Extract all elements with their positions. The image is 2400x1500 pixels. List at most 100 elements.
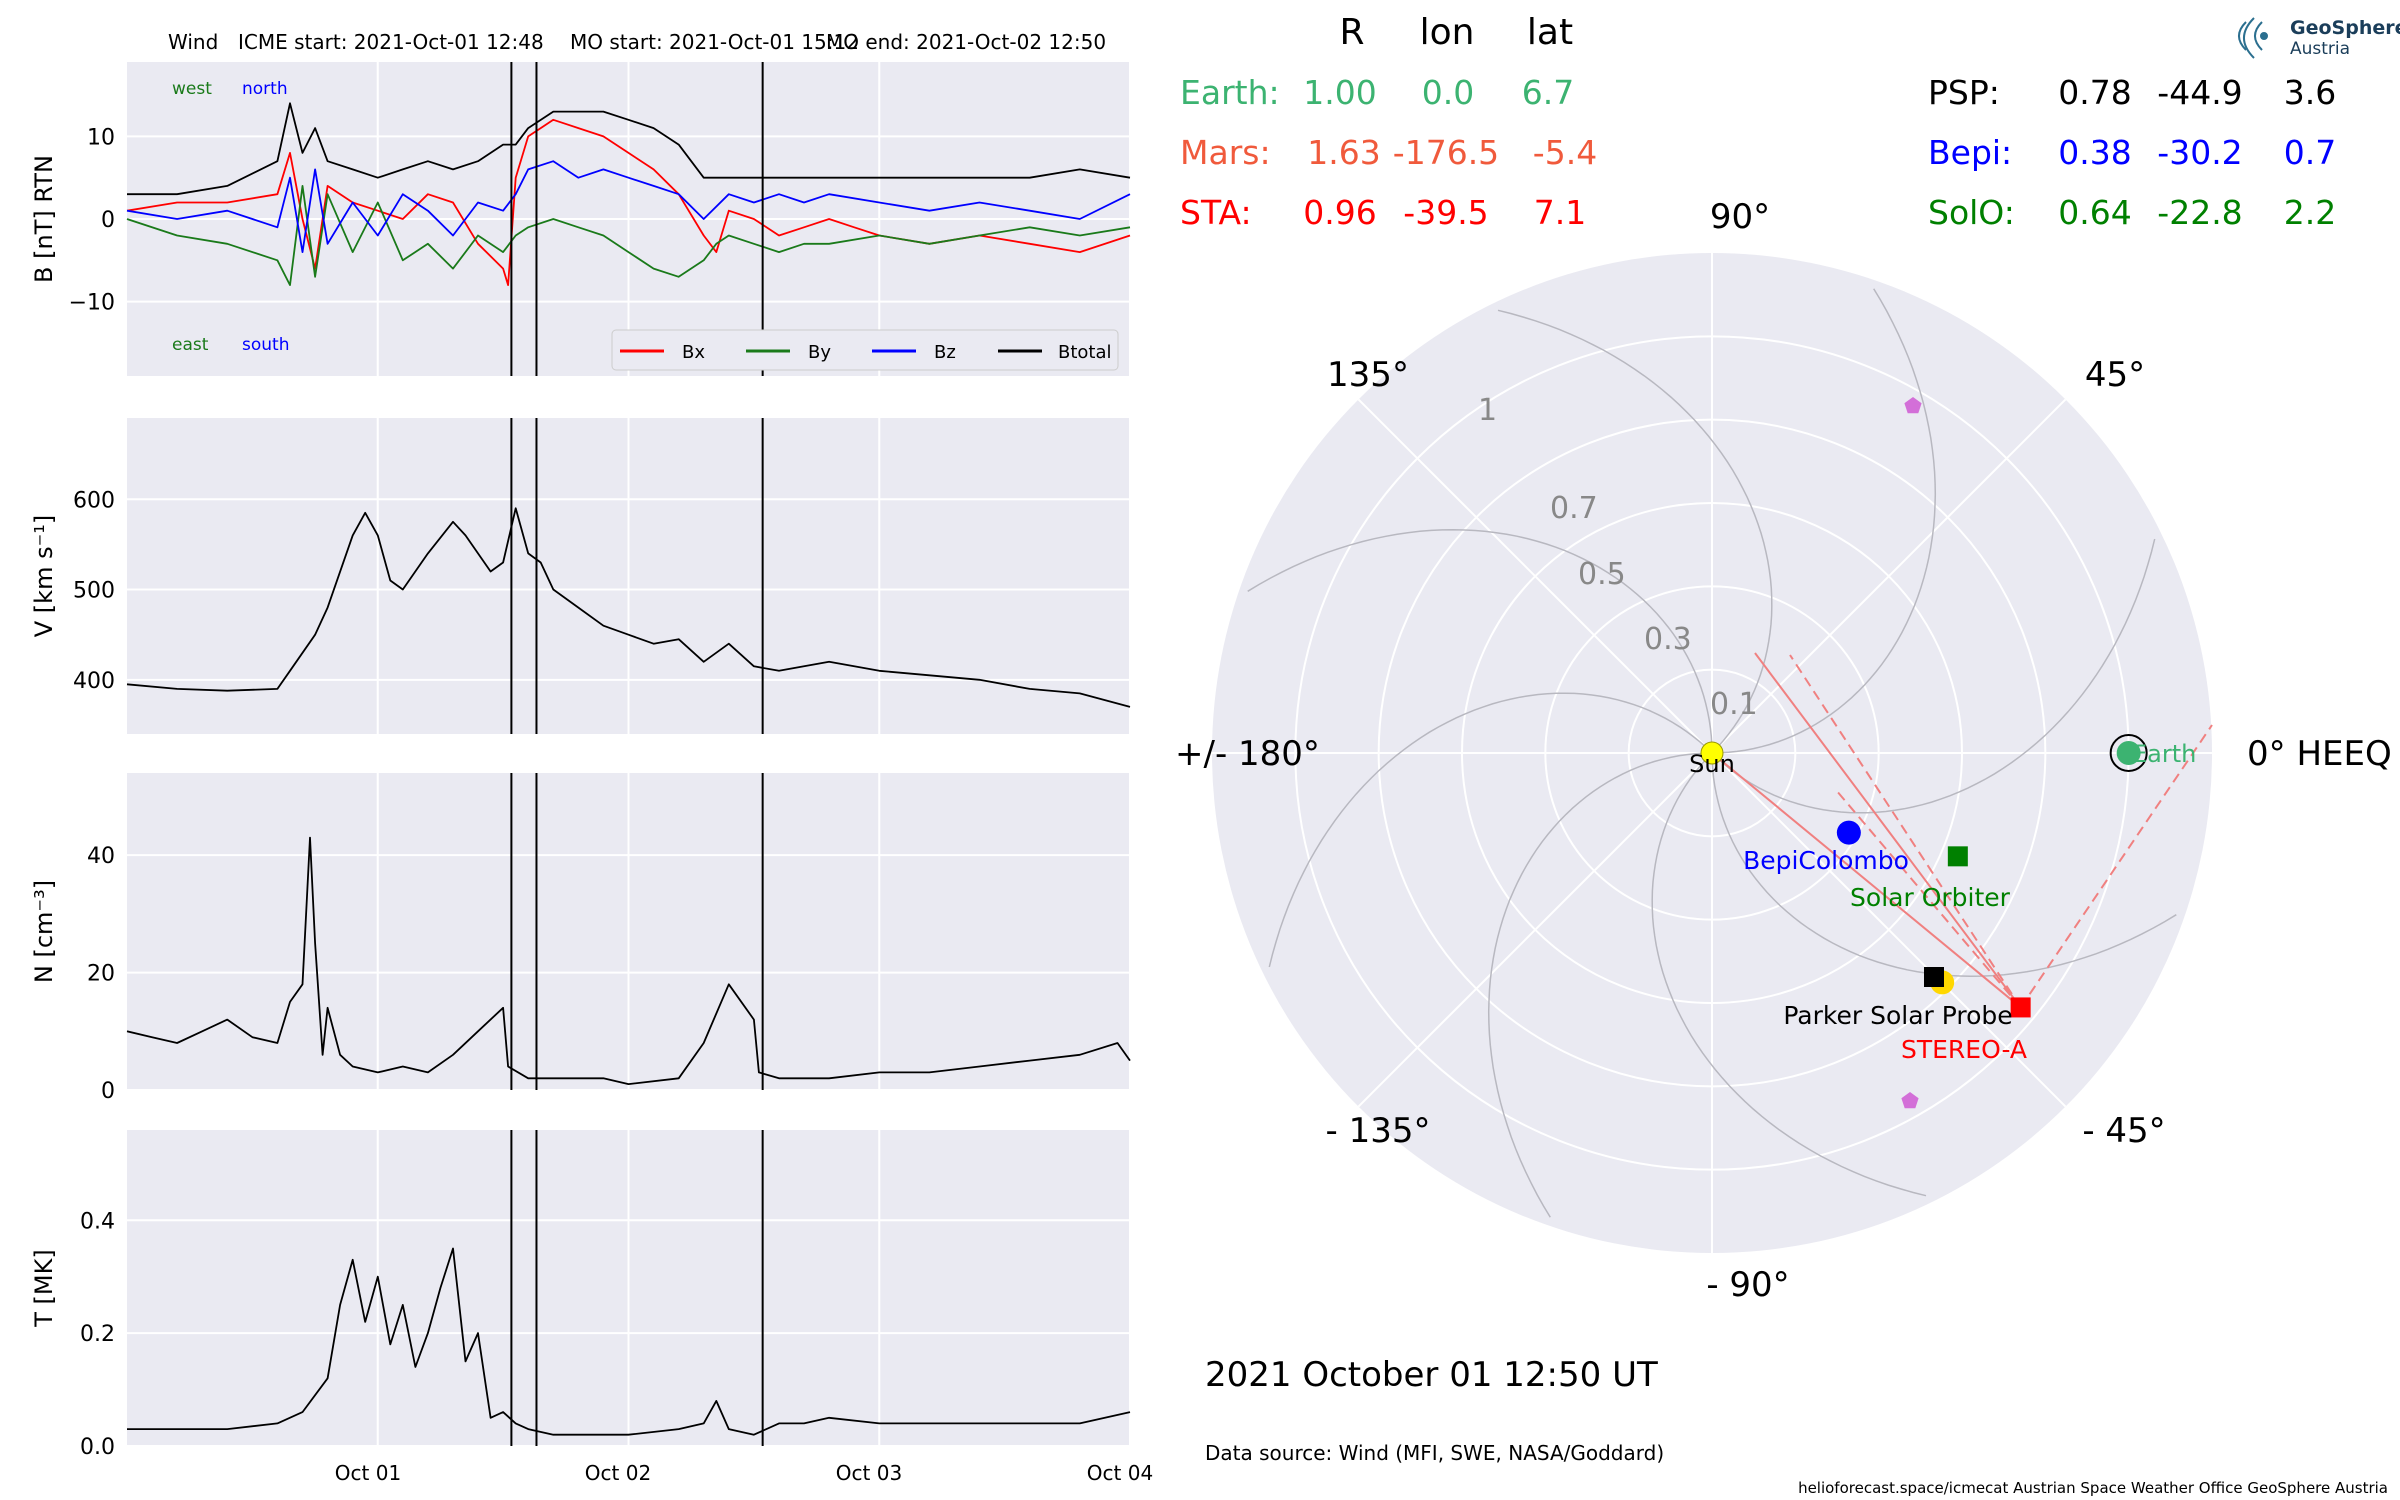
row-psp-lon: -44.9 <box>2157 73 2242 112</box>
icme-start-label: ICME start: 2021-Oct-01 12:48 <box>238 30 544 54</box>
mo-start-label: MO start: 2021-Oct-01 15:12 <box>570 30 859 54</box>
row-earth-r: 1.00 <box>1303 73 1376 112</box>
psp-square-marker <box>1924 967 1944 987</box>
polar-marks <box>1700 397 2213 1109</box>
ytick-3-2: 0.0 <box>80 1435 115 1460</box>
series-line-0-0 <box>126 118 1131 287</box>
timeseries-panels: 10 0 −10 B [nT] RTN 600 500 400 V [km s⁻¹] 40 20 0… <box>30 62 1131 1460</box>
ytick-0-2: −10 <box>69 291 115 316</box>
geosphere-logo: GeoSphere Austria <box>2238 17 2400 59</box>
south-label: south <box>242 335 289 355</box>
body-label-bepi: BepiColombo <box>1743 846 1909 875</box>
panel-3: 0.4 0.2 0.0 T [MK] <box>30 1130 1131 1460</box>
ytick-0-1: 0 <box>101 208 115 233</box>
data-source: Data source: Wind (MFI, SWE, NASA/Goddar… <box>1205 1441 1664 1465</box>
polar-grid <box>1212 253 2212 1253</box>
polar-spoke-45 <box>1711 398 2067 754</box>
sun-marker <box>1700 741 1724 765</box>
row-earth: Earth: 1.00 0.0 6.7 <box>1180 73 1574 112</box>
parker-spirals <box>1247 288 2177 1218</box>
angle-label-minus90: - 90° <box>1706 1265 1789 1305</box>
col-header-lat: lat <box>1527 12 1573 53</box>
row-psp-name: PSP: <box>1928 73 2000 112</box>
rtick-0.3: 0.3 <box>1644 622 1692 657</box>
angle-label-135: 135° <box>1327 355 1409 395</box>
row-sta-lon: -39.5 <box>1403 193 1488 232</box>
ytick-1-2: 400 <box>73 669 115 694</box>
spiral-4 <box>1487 752 1713 1218</box>
rtick-0.5: 0.5 <box>1578 557 1626 592</box>
ytick-3-1: 0.2 <box>80 1322 115 1347</box>
instrument-label: Wind <box>168 30 218 54</box>
body-label-sun: Sun <box>1689 750 1735 778</box>
row-mars-r: 1.63 <box>1307 133 1380 172</box>
mo-end-label: MO end: 2021-Oct-02 12:50 <box>826 30 1106 54</box>
series-line-2-0 <box>126 836 1131 1085</box>
col-header-lon: lon <box>1420 12 1475 53</box>
rtick-0.1: 0.1 <box>1710 687 1758 722</box>
rtick-0.7: 0.7 <box>1550 491 1598 526</box>
body-label-earth: Earth <box>2132 740 2196 768</box>
sta-fov-line-1 <box>1789 654 2022 1008</box>
row-bepi-r: 0.38 <box>2058 133 2131 172</box>
row-sta-lat: 7.1 <box>1534 193 1586 232</box>
row-earth-lon: 0.0 <box>1422 73 1474 112</box>
row-sta: STA: 0.96 -39.5 7.1 <box>1180 193 1586 232</box>
xtick-oct02: Oct 02 <box>585 1461 651 1485</box>
pentagon-marker-upper <box>1904 397 1922 414</box>
ylabel-3: T [MK] <box>30 1249 58 1327</box>
earth-ring <box>2109 734 2148 772</box>
series-line-3-0 <box>127 1247 1131 1436</box>
row-solo-lon: -22.8 <box>2157 193 2242 232</box>
legend-bx-label: Bx <box>682 342 705 363</box>
legend-by-label: By <box>808 342 831 363</box>
row-bepi: Bepi: 0.38 -30.2 0.7 <box>1928 133 2336 172</box>
row-earth-name: Earth: <box>1180 73 1280 112</box>
spiral-3 <box>1268 692 1713 968</box>
spiral-2 <box>1247 528 1713 754</box>
west-label: west <box>172 79 212 99</box>
rtick-1.0: 1 <box>1478 393 1497 428</box>
series-line-0-2 <box>126 160 1131 254</box>
angle-label-90: 90° <box>1710 197 1770 237</box>
row-solo-r: 0.64 <box>2058 193 2131 232</box>
ylabel-2: N [cm⁻³] <box>30 880 58 983</box>
logo-text-line1: GeoSphere <box>2290 17 2400 39</box>
angle-label-0: 0° HEEQ <box>2247 734 2392 774</box>
row-solo-lat: 2.2 <box>2284 193 2336 232</box>
bepi-marker <box>1836 820 1861 845</box>
col-header-r: R <box>1339 12 1364 53</box>
earth-marker <box>2116 741 2141 765</box>
row-bepi-name: Bepi: <box>1928 133 2012 172</box>
row-solo-name: SolO: <box>1928 193 2015 232</box>
panel-0: 10 0 −10 B [nT] RTN <box>30 62 1131 376</box>
panel-1: 600 500 400 V [km s⁻¹] <box>30 418 1131 734</box>
row-sta-r: 0.96 <box>1303 193 1376 232</box>
north-label: north <box>242 79 288 99</box>
ytick-2-1: 20 <box>87 962 115 987</box>
series-line-1-0 <box>126 507 1131 708</box>
legend-btotal-label: Btotal <box>1058 342 1112 363</box>
sta-fov-line-2 <box>2019 724 2213 1008</box>
row-bepi-lat: 0.7 <box>2284 133 2336 172</box>
series-line-0-3 <box>127 102 1131 196</box>
legend-bz-label: Bz <box>934 342 956 363</box>
b-panel-annotations: west north east south <box>172 79 289 355</box>
body-label-solo: Solar Orbiter <box>1850 883 2011 912</box>
spiral-6 <box>1711 752 2177 978</box>
sta-fov-line-0 <box>1754 652 2022 1009</box>
polar-spoke-135 <box>1357 398 1713 754</box>
row-mars-name: Mars: <box>1180 133 1271 172</box>
polar-spoke-225 <box>1357 752 1713 1108</box>
xtick-oct03: Oct 03 <box>836 1461 902 1485</box>
row-solo: SolO: 0.64 -22.8 2.2 <box>1928 193 2336 232</box>
spiral-5 <box>1651 752 1927 1197</box>
logo-text-line2: Austria <box>2290 39 2350 59</box>
legend-box <box>611 329 1119 371</box>
logo-mark-icon <box>2238 17 2268 59</box>
polar-plot: 0.1 0.3 0.5 0.7 1 90° 45° 0° HEEQ - 45° … <box>1175 197 2392 1305</box>
sta-marker <box>2010 997 2031 1018</box>
b-legend: Bx By Bz Btotal <box>611 329 1119 371</box>
series-line-0-1 <box>126 184 1131 287</box>
